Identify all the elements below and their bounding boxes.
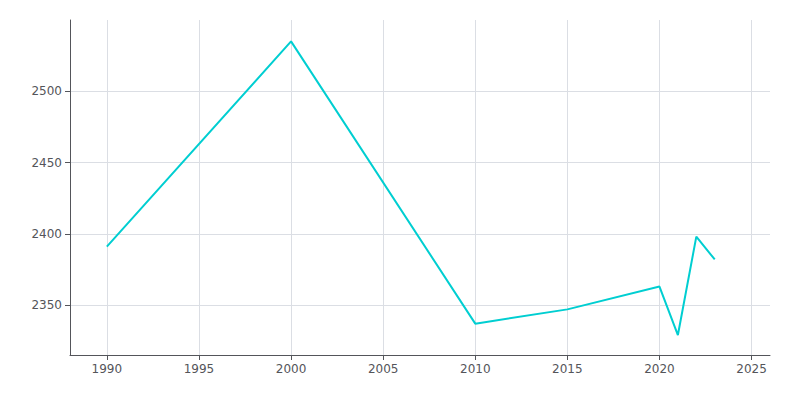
svg-text:2025: 2025 (736, 362, 767, 376)
svg-text:1990: 1990 (92, 362, 123, 376)
svg-text:2450: 2450 (31, 156, 62, 170)
svg-text:2005: 2005 (368, 362, 399, 376)
svg-text:2400: 2400 (31, 227, 62, 241)
svg-text:1995: 1995 (184, 362, 215, 376)
svg-text:2010: 2010 (460, 362, 491, 376)
svg-text:2500: 2500 (31, 84, 62, 98)
svg-text:2350: 2350 (31, 298, 62, 312)
svg-text:2000: 2000 (276, 362, 307, 376)
svg-text:2020: 2020 (644, 362, 675, 376)
svg-text:2015: 2015 (552, 362, 583, 376)
